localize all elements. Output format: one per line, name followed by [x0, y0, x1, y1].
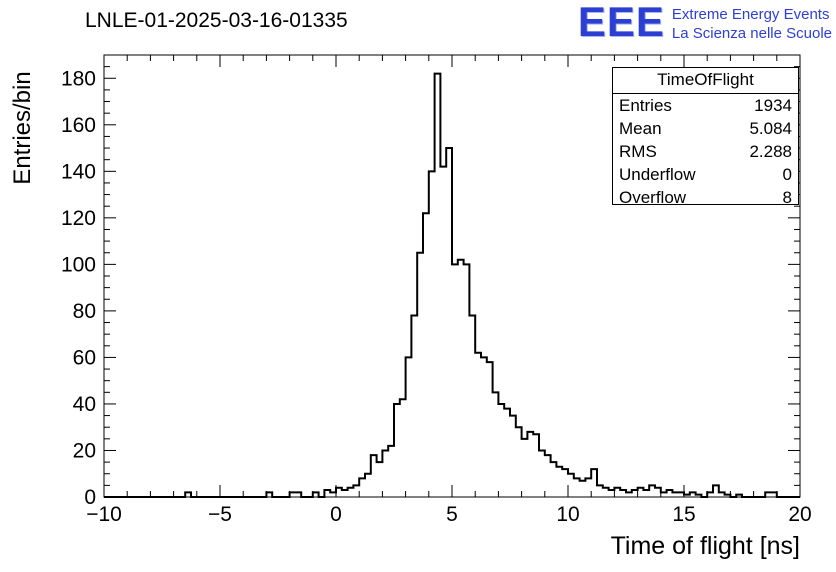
y-tick-label: 0 — [84, 486, 96, 509]
y-tick-label: 160 — [61, 114, 96, 137]
x-tick-label: 20 — [788, 503, 811, 526]
x-tick-label: 0 — [330, 503, 342, 526]
x-axis-title: Time of flight [ns] — [611, 532, 800, 560]
stats-row-overflow: Overflow 8 — [613, 186, 798, 209]
stats-value: 2.288 — [749, 142, 792, 161]
stats-box: TimeOfFlight Entries 1934 Mean 5.084 RMS… — [612, 67, 799, 207]
x-tick-label: 15 — [672, 503, 695, 526]
y-axis-title: Entries/bin — [9, 71, 36, 184]
plot-title: LNLE-01-2025-03-16-01335 — [85, 9, 348, 32]
eee-logo-text: Extreme Energy Events La Scienza nelle S… — [672, 3, 832, 43]
stats-value: 0 — [782, 165, 792, 184]
y-tick-label: 20 — [73, 439, 96, 462]
stats-label: Overflow — [619, 188, 687, 207]
eee-logo-acronym: EEE — [577, 0, 665, 45]
eee-logo: EEE Extreme Energy Events La Scienza nel… — [577, 0, 832, 45]
y-tick-label: 180 — [61, 67, 96, 90]
stats-row-entries: Entries 1934 — [613, 94, 798, 117]
x-tick-label: −10 — [86, 503, 122, 526]
stats-value: 1934 — [754, 96, 792, 115]
y-tick-label: 60 — [73, 346, 96, 369]
stats-row-underflow: Underflow 0 — [613, 163, 798, 186]
y-tick-label: 40 — [73, 393, 96, 416]
stats-value: 5.084 — [749, 119, 792, 138]
y-tick-label: 80 — [73, 300, 96, 323]
x-tick-label: −5 — [208, 503, 232, 526]
stats-row-rms: RMS 2.288 — [613, 140, 798, 163]
x-tick-label: 5 — [446, 503, 458, 526]
y-tick-label: 120 — [61, 207, 96, 230]
stats-label: Mean — [619, 119, 662, 138]
stats-value: 8 — [782, 188, 792, 207]
y-tick-label: 140 — [61, 160, 96, 183]
eee-logo-line2: La Scienza nelle Scuole — [671, 25, 832, 42]
stats-box-title: TimeOfFlight — [613, 68, 798, 94]
stats-label: Entries — [619, 96, 672, 115]
histogram-step-line — [104, 72, 800, 498]
eee-logo-line1: Extreme Energy Events — [671, 6, 830, 23]
y-tick-label: 100 — [61, 253, 96, 276]
x-tick-label: 10 — [556, 503, 579, 526]
stats-label: RMS — [619, 142, 657, 161]
stats-label: Underflow — [619, 165, 696, 184]
stats-row-mean: Mean 5.084 — [613, 117, 798, 140]
